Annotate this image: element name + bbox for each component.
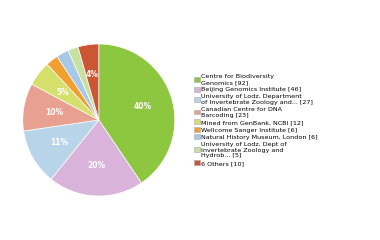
Wedge shape xyxy=(57,50,99,120)
Text: 4%: 4% xyxy=(86,70,99,79)
Legend: Centre for Biodiversity
Genomics [92], Beijing Genomics Institute [46], Universi: Centre for Biodiversity Genomics [92], B… xyxy=(194,73,319,167)
Wedge shape xyxy=(78,44,99,120)
Wedge shape xyxy=(24,120,99,179)
Wedge shape xyxy=(51,120,141,196)
Wedge shape xyxy=(47,56,99,120)
Wedge shape xyxy=(68,47,99,120)
Text: 11%: 11% xyxy=(50,138,68,147)
Text: 10%: 10% xyxy=(45,108,63,117)
Wedge shape xyxy=(99,44,175,183)
Wedge shape xyxy=(23,84,99,131)
Wedge shape xyxy=(32,64,99,120)
Text: 5%: 5% xyxy=(56,88,69,97)
Text: 20%: 20% xyxy=(88,161,106,170)
Text: 40%: 40% xyxy=(133,102,152,111)
